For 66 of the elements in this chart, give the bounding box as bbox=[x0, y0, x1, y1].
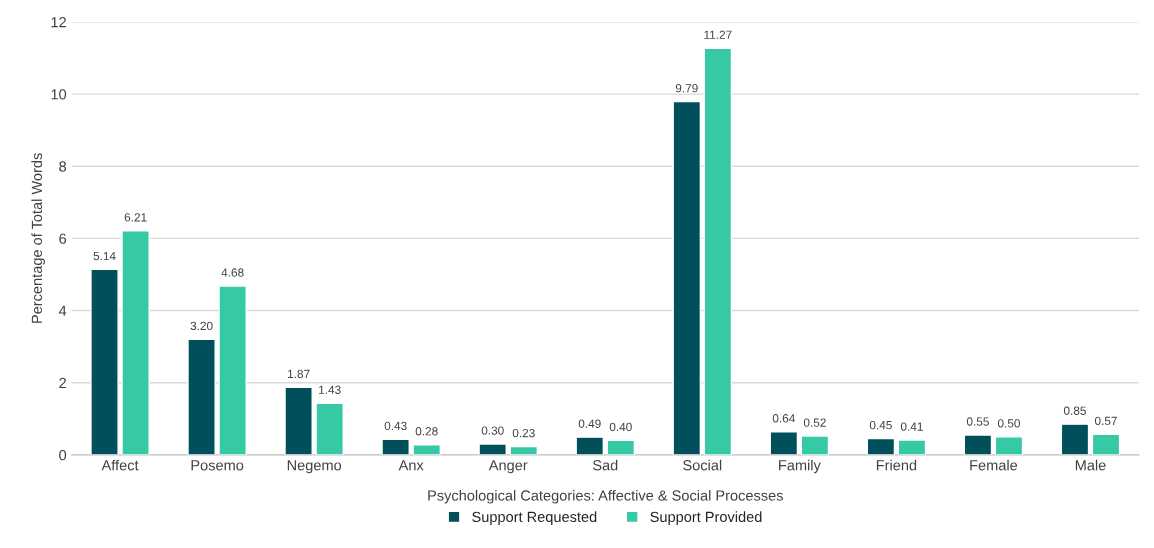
data-label: 0.55 bbox=[966, 417, 989, 426]
y-tick-label: 6 bbox=[59, 233, 67, 244]
x-tick-label: Affect bbox=[101, 459, 139, 471]
bar bbox=[1091, 433, 1121, 455]
x-tick-label: Sad bbox=[592, 459, 618, 471]
data-label: 0.23 bbox=[512, 428, 535, 438]
data-label: 0.28 bbox=[415, 427, 438, 436]
data-label: 0.64 bbox=[772, 414, 795, 423]
bar bbox=[381, 438, 410, 455]
bar bbox=[575, 436, 605, 455]
data-label: 4.68 bbox=[221, 268, 244, 277]
data-label: 6.21 bbox=[124, 213, 147, 222]
bar bbox=[478, 443, 507, 455]
x-tick-label: Posemo bbox=[191, 460, 244, 471]
y-tick-label: 0 bbox=[59, 449, 67, 461]
data-label: 0.45 bbox=[869, 420, 892, 430]
bar bbox=[994, 436, 1024, 455]
bar bbox=[412, 444, 441, 455]
bar bbox=[897, 439, 927, 455]
data-label: 0.49 bbox=[578, 419, 601, 428]
x-tick-label: Social bbox=[683, 459, 722, 471]
data-label: 0.43 bbox=[384, 421, 407, 431]
y-tick-label: 12 bbox=[51, 17, 66, 28]
data-label: 1.87 bbox=[288, 369, 310, 379]
data-label: 1.43 bbox=[319, 385, 341, 394]
y-axis-title: Percentage of Total Words bbox=[31, 153, 45, 323]
legend-label: Support Requested bbox=[472, 511, 597, 525]
legend-label: Support Provided bbox=[650, 511, 762, 525]
bar bbox=[769, 431, 799, 455]
bar bbox=[672, 100, 702, 455]
bar bbox=[315, 402, 344, 455]
x-tick-label: Anx bbox=[398, 460, 424, 471]
bar bbox=[606, 439, 636, 455]
data-label: 9.79 bbox=[675, 84, 698, 93]
data-label: 0.85 bbox=[1063, 406, 1086, 415]
bar bbox=[187, 338, 216, 455]
y-tick-label: 2 bbox=[59, 377, 66, 388]
x-axis-title: Psychological Categories: Affective & Social Processes bbox=[428, 489, 783, 504]
bar bbox=[703, 47, 733, 455]
x-tick-label: Negemo bbox=[287, 460, 342, 474]
bar bbox=[218, 285, 247, 455]
x-tick-label: Friend bbox=[876, 459, 917, 471]
x-tick-label: Family bbox=[779, 459, 821, 474]
x-tick-label: Male bbox=[1075, 459, 1106, 471]
bar bbox=[284, 386, 313, 455]
data-label: 0.41 bbox=[900, 422, 923, 431]
y-tick-label: 10 bbox=[51, 89, 67, 100]
data-label: 0.50 bbox=[997, 419, 1020, 428]
bar bbox=[800, 435, 830, 455]
bar bbox=[90, 268, 119, 455]
data-label: 3.20 bbox=[190, 321, 213, 331]
bar bbox=[1060, 423, 1090, 455]
data-label: 0.52 bbox=[803, 418, 826, 427]
data-label: 5.14 bbox=[93, 251, 116, 261]
data-label: 0.57 bbox=[1094, 416, 1117, 425]
x-tick-label: Female bbox=[970, 459, 1018, 471]
bar bbox=[963, 434, 993, 455]
data-label: 0.40 bbox=[609, 422, 632, 432]
data-label: 0.30 bbox=[481, 426, 504, 435]
x-tick-label: Anger bbox=[488, 460, 528, 474]
y-tick-label: 4 bbox=[58, 305, 67, 316]
data-label: 11.27 bbox=[704, 30, 732, 39]
bar bbox=[121, 230, 150, 455]
y-tick-label: 8 bbox=[59, 161, 67, 172]
bar bbox=[866, 437, 896, 455]
bar bbox=[509, 445, 539, 455]
